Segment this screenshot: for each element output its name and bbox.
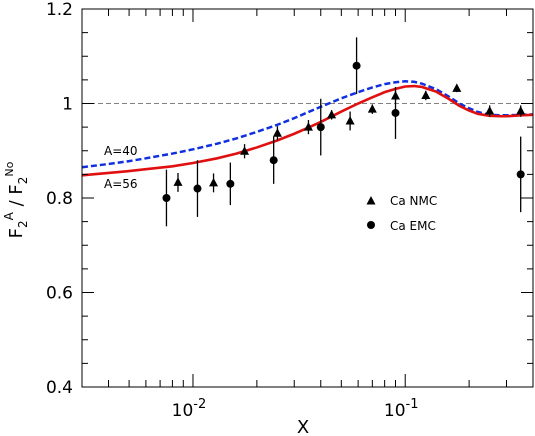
legend-label-emc: Ca EMC xyxy=(390,219,436,233)
point-ca-nmc-6 xyxy=(345,115,355,125)
point-ca-emc-0 xyxy=(162,194,171,202)
point-ca-nmc-1 xyxy=(209,177,219,187)
legend-marker-circle xyxy=(367,221,375,229)
y-tick-label: 0.8 xyxy=(46,189,73,209)
point-ca-nmc-2 xyxy=(240,146,250,155)
legend-marker-triangle xyxy=(366,196,376,205)
point-ca-emc-7 xyxy=(516,170,525,179)
curve-label-a40: A=40 xyxy=(104,144,138,158)
point-ca-nmc-4 xyxy=(303,122,313,131)
x-tick-label: 10-1 xyxy=(384,397,419,421)
curve-a-40 xyxy=(81,80,534,169)
point-ca-nmc-3 xyxy=(272,128,282,137)
point-ca-nmc-11 xyxy=(485,106,495,115)
plot-frame xyxy=(81,8,534,388)
point-ca-emc-6 xyxy=(391,108,400,117)
point-ca-nmc-5 xyxy=(327,109,337,119)
point-ca-emc-3 xyxy=(269,156,278,165)
curve-a-56 xyxy=(81,84,534,177)
point-ca-nmc-9 xyxy=(421,90,431,99)
point-ca-emc-5 xyxy=(352,61,361,70)
y-tick-label: 1.2 xyxy=(46,0,73,20)
y-tick-label: 0.6 xyxy=(46,284,73,304)
x-axis-title: X xyxy=(297,417,309,436)
plot-content: A=40 A=56 Ca NMC Ca EMC xyxy=(81,37,534,233)
y-axis-title: F2A / F2No xyxy=(2,161,30,238)
point-ca-nmc-0 xyxy=(173,177,183,186)
point-ca-emc-2 xyxy=(226,179,235,188)
point-ca-nmc-12 xyxy=(516,106,526,115)
curve-label-a56: A=56 xyxy=(104,177,138,191)
legend-label-nmc: Ca NMC xyxy=(390,194,437,208)
point-ca-emc-1 xyxy=(193,184,202,193)
y-tick-label: 1 xyxy=(62,95,73,115)
y-tick-label: 0.4 xyxy=(46,378,73,398)
point-ca-nmc-10 xyxy=(452,83,462,92)
x-tick-label: 10-2 xyxy=(172,397,207,421)
point-ca-emc-4 xyxy=(316,123,325,132)
point-ca-nmc-7 xyxy=(367,104,377,113)
